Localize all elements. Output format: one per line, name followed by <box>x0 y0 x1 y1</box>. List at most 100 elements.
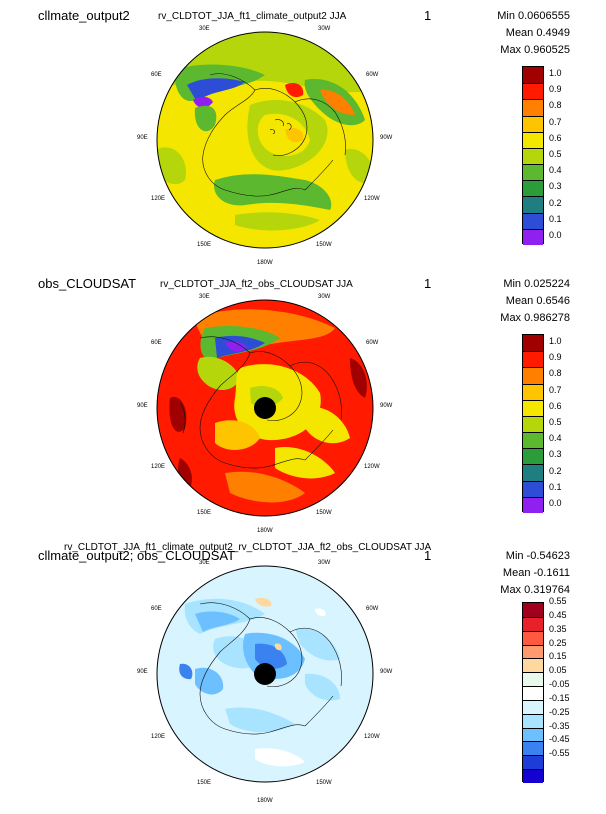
lon-label-90e: 90E <box>137 403 148 409</box>
colorbar-swatch <box>523 99 543 116</box>
lon-label-90w: 90W <box>380 135 393 141</box>
lon-label-90w: 90W <box>380 403 393 409</box>
colorbar-label: 0.5 <box>549 149 562 159</box>
colorbar-label: 0.9 <box>549 352 562 363</box>
lon-label-180w: 180W <box>257 260 273 266</box>
colorbar-swatch <box>523 196 543 213</box>
panel-title: rv_CLDTOT_JJA_ft1_climate_output2_rv_CLD… <box>64 542 432 553</box>
lon-label-30w: 30W <box>318 560 331 566</box>
stats-box: Min -0.54623 Mean -0.1611 Max 0.319764 <box>460 548 570 599</box>
panel-index: 1 <box>424 276 432 291</box>
polar-map <box>156 565 374 783</box>
colorbar-swatch <box>523 131 543 148</box>
colorbar-swatch <box>523 147 543 165</box>
colorbar-label: -0.15 <box>549 692 570 703</box>
colorbar-swatch <box>523 616 543 631</box>
colorbar-swatch <box>523 464 543 481</box>
stat-max: Max 0.960525 <box>500 44 570 56</box>
lon-label-90w: 90W <box>380 669 393 675</box>
colorbar-swatch <box>523 335 543 352</box>
colorbar-label: 0.3 <box>549 181 562 192</box>
colorbar-label: 0.6 <box>549 400 562 411</box>
colorbar-label: 0.35 <box>549 623 567 634</box>
lon-label-180w: 180W <box>257 528 273 534</box>
colorbar-swatch <box>523 164 543 181</box>
colorbar-label: 0.2 <box>549 197 562 208</box>
colorbar-swatch <box>523 755 543 770</box>
colorbar-label: -0.25 <box>549 706 570 717</box>
colorbar-label: 0.2 <box>549 465 562 476</box>
lon-label-30e: 30E <box>199 294 210 300</box>
colorbar-swatch <box>523 228 543 245</box>
panel-name: obs_CLOUDSAT <box>38 276 137 291</box>
colorbar-label: 0.1 <box>549 481 562 492</box>
panel-title: rv_CLDTOT_JJA_ft1_climate_output2 JJA <box>158 11 347 22</box>
stat-min: Min 0.0606555 <box>497 10 570 22</box>
colorbar-swatch <box>523 672 543 687</box>
colorbar-label: 0.15 <box>549 651 567 662</box>
colorbar-swatch <box>523 83 543 100</box>
lon-label-150e: 150E <box>197 510 212 516</box>
lon-label-120e: 120E <box>151 734 166 740</box>
colorbar-swatch <box>523 630 543 645</box>
colorbar-swatch <box>523 603 543 617</box>
colorbar-swatch <box>523 496 543 513</box>
lon-label-90e: 90E <box>137 135 148 141</box>
panel-index: 1 <box>424 8 432 23</box>
colorbar-swatch <box>523 432 543 449</box>
stats-box: Min 0.0606555 Mean 0.4949 Max 0.960525 <box>460 8 570 59</box>
colorbar-swatch <box>523 67 543 84</box>
colorbar-label: 0.0 <box>549 229 562 240</box>
colorbar-swatch <box>523 180 543 197</box>
polar-map <box>156 299 374 517</box>
colorbar-swatch <box>523 415 543 433</box>
lon-label-150w: 150W <box>316 780 332 786</box>
colorbar-label: -0.05 <box>549 679 570 690</box>
lon-label-30w: 30W <box>318 26 331 32</box>
colorbar-swatch <box>523 741 543 756</box>
stats-box: Min 0.025224 Mean 0.6546 Max 0.986278 <box>460 276 570 327</box>
stat-max: Max 0.986278 <box>500 312 570 324</box>
lon-label-30e: 30E <box>199 560 210 566</box>
colorbar-label: 0.0 <box>549 497 562 508</box>
colorbar-label: 0.7 <box>549 116 562 127</box>
colorbar <box>522 602 544 783</box>
lon-label-60w: 60W <box>366 606 379 612</box>
panel-name: cllmate_output2; obs_CLOUDSAT <box>38 548 236 563</box>
lon-label-60e: 60E <box>151 340 162 346</box>
panel-observation: obs_CLOUDSAT rv_CLDTOT_JJA_ft2_obs_CLOUD… <box>0 276 606 546</box>
colorbar-label: 0.05 <box>549 665 567 676</box>
colorbar-label: 0.3 <box>549 449 562 460</box>
colorbar-swatch <box>523 448 543 465</box>
lon-label-30e: 30E <box>199 26 210 32</box>
colorbar-label: 0.7 <box>549 384 562 395</box>
colorbar-label: 0.55 <box>549 596 567 606</box>
colorbar-label: 1.0 <box>549 336 562 347</box>
panel-title: rv_CLDTOT_JJA_ft2_obs_CLOUDSAT JJA <box>160 279 353 290</box>
colorbar-label: -0.45 <box>549 734 570 745</box>
colorbar-label: 0.5 <box>549 417 562 427</box>
colorbar-label: 0.8 <box>549 368 562 379</box>
stat-mean: Mean 0.4949 <box>505 27 570 39</box>
colorbar-swatch <box>523 727 543 742</box>
colorbar <box>522 66 544 245</box>
colorbar-swatch <box>523 644 543 659</box>
colorbar-swatch <box>523 115 543 132</box>
stat-mean: Mean 0.6546 <box>505 295 570 307</box>
colorbar-label: 0.25 <box>549 637 567 648</box>
colorbar-swatch <box>523 686 543 700</box>
colorbar-label: -0.35 <box>549 720 570 731</box>
colorbar <box>522 334 544 513</box>
colorbar-swatch <box>523 212 543 229</box>
stat-min: Min -0.54623 <box>505 550 570 562</box>
colorbar-label: 0.4 <box>549 433 562 444</box>
colorbar-label: 1.0 <box>549 68 562 79</box>
lon-label-120w: 120W <box>364 196 380 202</box>
stat-min: Min 0.025224 <box>503 278 570 290</box>
stat-mean: Mean -0.1611 <box>502 567 570 579</box>
colorbar-swatch <box>523 480 543 497</box>
colorbar-swatch <box>523 383 543 400</box>
colorbar-swatch <box>523 658 543 673</box>
panel-model: cllmate_output2 rv_CLDTOT_JJA_ft1_climat… <box>0 8 606 278</box>
colorbar-label: 0.45 <box>549 609 567 620</box>
